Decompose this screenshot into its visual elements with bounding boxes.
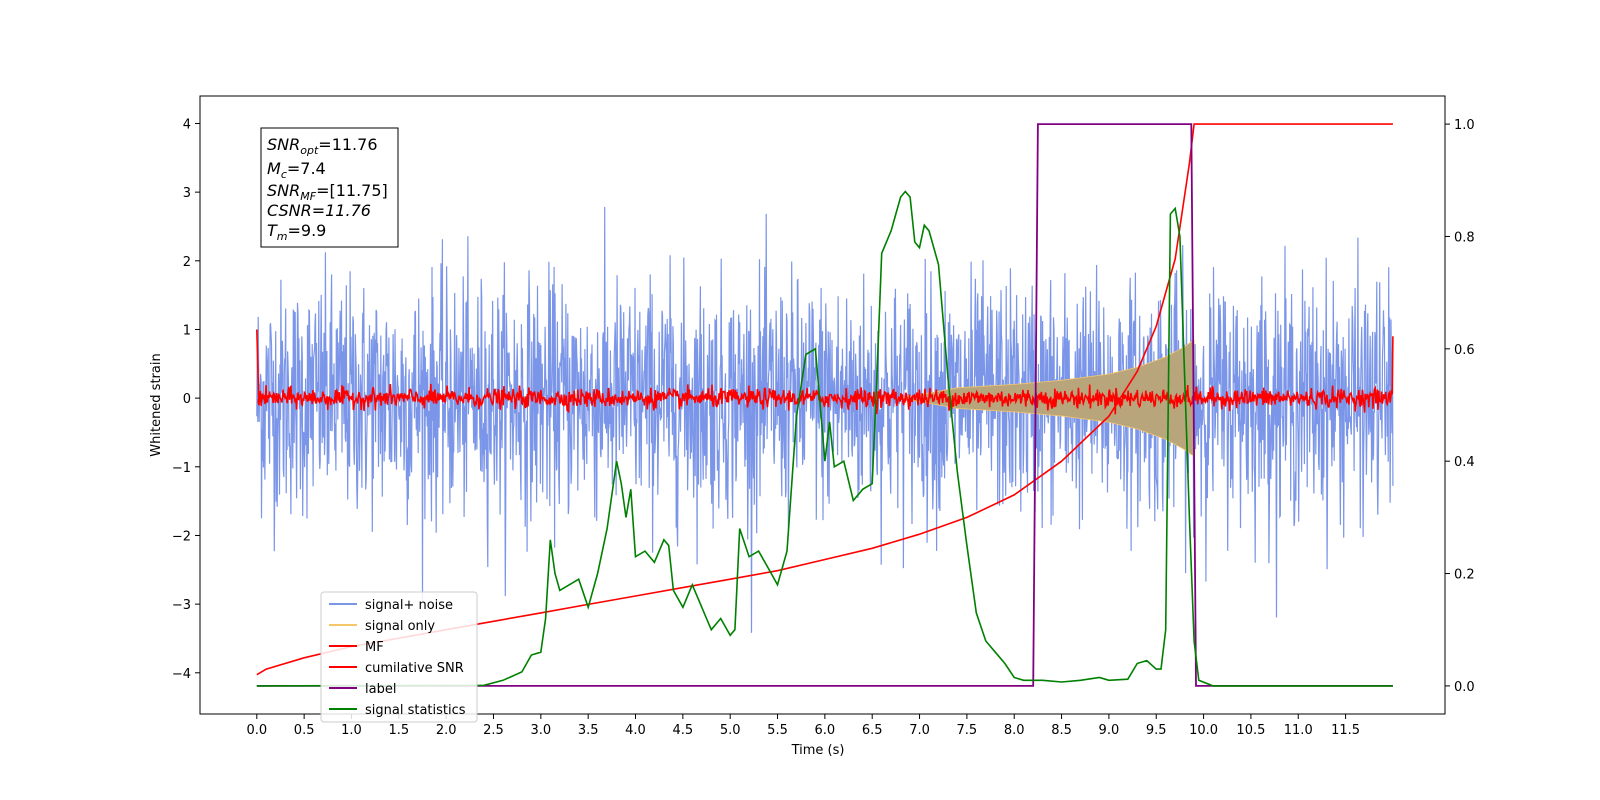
x-tick-label: 10.5	[1236, 723, 1265, 738]
y-left-tick-label: 1	[183, 323, 191, 338]
y-left-tick-label: 4	[183, 117, 191, 132]
x-tick-label: 8.0	[1004, 723, 1025, 738]
series-mf	[256, 329, 1394, 415]
x-tick-label: 3.5	[578, 723, 599, 738]
annotation-frame	[260, 127, 399, 248]
series-signal-noise	[256, 206, 1394, 633]
x-tick-label: 9.5	[1146, 723, 1167, 738]
annotation-snr-opt: SNRopt=11.76	[267, 135, 378, 157]
y-right-tick-label: 0.6	[1454, 343, 1475, 358]
annotation-mc: Mc=7.4	[267, 159, 326, 181]
x-tick-label: 2.0	[436, 723, 457, 738]
x-tick-label: 2.5	[483, 723, 504, 738]
x-axis-label: Time (s)	[791, 743, 845, 758]
legend-label-mf: MF	[365, 640, 384, 655]
y-left-tick-label: −1	[172, 461, 191, 476]
y-right-tick-label: 0.4	[1454, 455, 1475, 470]
y-left-tick-label: 0	[183, 392, 191, 407]
x-tick-label: 1.5	[388, 723, 409, 738]
x-tick-label: 9.0	[1099, 723, 1120, 738]
x-tick-label: 11.0	[1284, 723, 1313, 738]
y-right-tick-label: 0.0	[1454, 680, 1475, 695]
legend-label-signal-only: signal only	[365, 619, 435, 634]
signal-noise-line	[256, 206, 1394, 633]
y-right-tick-label: 0.8	[1454, 230, 1475, 245]
annotation-csnr: CSNR=11.76	[267, 201, 371, 220]
y-left-tick-label: −3	[172, 598, 191, 613]
x-tick-label: 11.5	[1331, 723, 1360, 738]
annotation-tm: Tm=9.9	[267, 221, 326, 243]
x-tick-label: 1.0	[341, 723, 362, 738]
x-tick-label: 3.0	[530, 723, 551, 738]
x-tick-label: 6.5	[862, 723, 883, 738]
x-tick-label: 4.5	[673, 723, 694, 738]
legend-frame	[320, 591, 478, 723]
x-tick-label: 8.5	[1051, 723, 1072, 738]
mf-line	[256, 329, 1394, 415]
legend-label-cumulative-snr: cumilative SNR	[365, 661, 464, 676]
y-axis-label: Whitened strain	[149, 353, 164, 456]
annotation-snr-mf: SNRMF=[11.75]	[267, 181, 388, 203]
x-tick-label: 0.5	[294, 723, 315, 738]
x-tick-label: 5.0	[720, 723, 741, 738]
axes-frame	[199, 95, 1446, 715]
y-left-tick-label: −4	[172, 667, 191, 682]
legend-label-signal-noise: signal+ noise	[365, 598, 453, 613]
x-tick-label: 10.0	[1189, 723, 1218, 738]
legend-label-label: label	[365, 682, 396, 697]
x-tick-label: 5.5	[767, 723, 788, 738]
x-tick-label: 4.0	[625, 723, 646, 738]
y-right-tick-label: 0.2	[1454, 568, 1475, 583]
x-tick-label: 7.5	[957, 723, 978, 738]
y-left-tick-label: 2	[183, 255, 191, 270]
annotation-box: SNRopt=11.76 Mc=7.4 SNRMF=[11.75] CSNR=1…	[260, 127, 399, 248]
y-left-tick-label: −2	[172, 529, 191, 544]
legend: signal+ noise signal only MF cumilative …	[320, 591, 478, 723]
x-tick-label: 0.0	[246, 723, 267, 738]
x-tick-label: 7.0	[909, 723, 930, 738]
x-axis-ticks: 0.0 0.5 1.0 1.5 2.0 2.5 3.0 3.5 4.0 4.5 5.0 5.5 6.0 6…	[246, 714, 1360, 738]
y-axis-left-ticks: −4 −3 −2 −1 0 1 2 3 4	[172, 117, 200, 682]
y-right-tick-label: 1.0	[1454, 118, 1475, 133]
x-tick-label: 6.0	[815, 723, 836, 738]
series-signal-statistics	[256, 190, 1393, 687]
y-left-tick-label: 3	[183, 186, 191, 201]
signal-statistics-line	[256, 190, 1393, 687]
legend-label-signal-statistics: signal statistics	[365, 703, 466, 718]
y-axis-right-ticks: 0.0 0.2 0.4 0.6 0.8 1.0	[1445, 118, 1475, 695]
